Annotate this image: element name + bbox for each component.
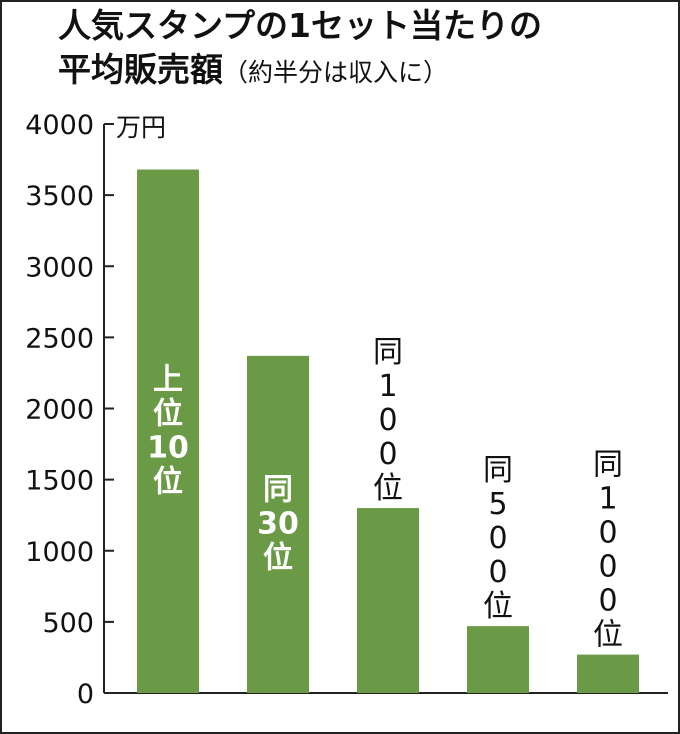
chart-title: 人気スタンプの1セット当たりの xyxy=(58,6,542,45)
y-tick-label: 500 xyxy=(42,608,94,639)
bar-category-label: 10 xyxy=(147,430,189,465)
bar-category-label: 同 xyxy=(373,335,403,370)
y-tick-label: 0 xyxy=(77,679,94,710)
bar-category-label: 位 xyxy=(373,471,403,506)
bar-category-label: 1 xyxy=(378,369,397,404)
bar-category-label: 30 xyxy=(257,506,299,541)
chart-title-second-line: 平均販売額 xyxy=(58,50,223,89)
y-tick-label: 3000 xyxy=(25,252,94,283)
bar-category-label: 位 xyxy=(153,396,183,431)
bar-category-label: 0 xyxy=(598,584,617,619)
y-tick-label: 1500 xyxy=(25,466,94,497)
bar-category-label: 位 xyxy=(593,618,623,653)
y-tick-label: 4000 xyxy=(25,110,94,141)
bar-category-label: 同 xyxy=(263,472,293,507)
bar-category-label: 0 xyxy=(378,403,397,438)
bar-category-label: 位 xyxy=(483,589,513,624)
bar-category-label: 5 xyxy=(488,487,507,522)
bar-category-label: 同 xyxy=(593,448,623,483)
chart-subtitle: （約半分は収入に） xyxy=(223,58,449,87)
y-tick-label: 2000 xyxy=(25,395,94,426)
bar-category-label: 位 xyxy=(263,540,293,575)
y-tick-label: 3500 xyxy=(25,181,94,212)
y-unit-label: 万円 xyxy=(116,113,166,142)
bar-category-label: 0 xyxy=(598,516,617,551)
bar-category-label: 同 xyxy=(483,453,513,488)
bar xyxy=(137,169,199,693)
bar-category-label: 0 xyxy=(488,521,507,556)
y-tick-label: 1000 xyxy=(25,537,94,568)
bar xyxy=(577,654,639,693)
bar xyxy=(357,508,419,693)
bar-category-label: 0 xyxy=(378,437,397,472)
bar-category-label: 0 xyxy=(598,550,617,585)
chart-title-line2: 平均販売額（約半分は収入に） xyxy=(58,50,448,93)
bar xyxy=(467,626,529,693)
bar-category-label: 1 xyxy=(598,482,617,517)
bar-category-label: 上 xyxy=(153,362,183,397)
y-tick-label: 2500 xyxy=(25,323,94,354)
bar-category-label: 位 xyxy=(153,464,183,499)
bar-category-label: 0 xyxy=(488,555,507,590)
bar xyxy=(247,355,309,693)
